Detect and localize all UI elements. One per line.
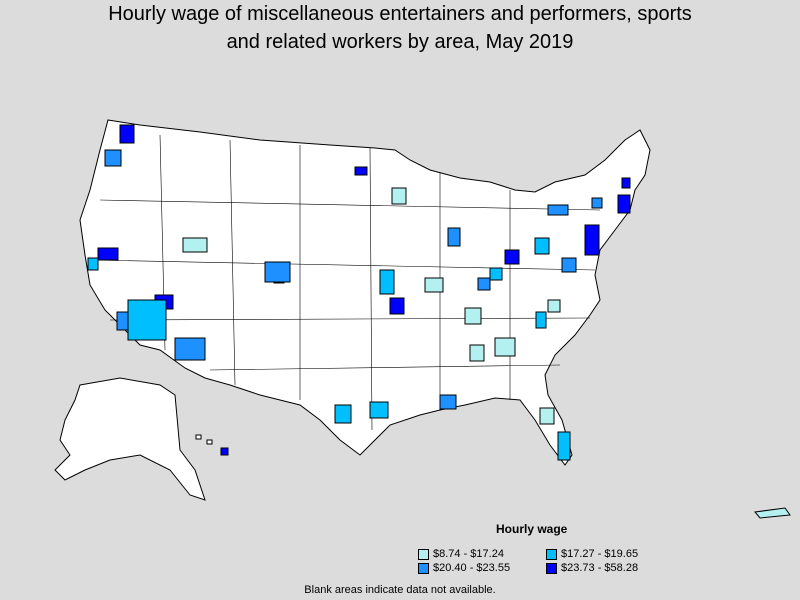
area-greensboro: [547, 299, 561, 313]
area-sf-bay: [97, 247, 119, 261]
legend-item-2: $17.27 - $19.65: [546, 548, 638, 560]
contiguous-us-outline: [79, 119, 651, 466]
area-orlando: [557, 431, 571, 461]
legend-label-1: $8.74 - $17.24: [433, 548, 504, 560]
area-columbus: [504, 249, 520, 265]
hawaii-island: [206, 439, 213, 445]
area-jacksonville: [539, 407, 555, 425]
area-pittsburgh: [534, 237, 550, 255]
area-chicago: [447, 227, 461, 247]
area-portland-me: [621, 177, 631, 189]
area-cincinnati: [489, 267, 503, 281]
area-houston: [369, 401, 389, 419]
area-tulsa: [389, 297, 405, 315]
map-title: Hourly wage of miscellaneous entertainer…: [0, 0, 800, 56]
area-birmingham: [469, 344, 485, 362]
area-rochester: [547, 204, 569, 216]
area-boundaries: [89, 134, 601, 431]
area-phoenix-riverside: [127, 299, 167, 341]
area-charlotte: [535, 311, 547, 329]
legend-label-4: $23.73 - $58.28: [561, 562, 639, 574]
area-albany: [591, 197, 603, 209]
area-new-york: [584, 224, 600, 256]
area-austin: [334, 404, 352, 424]
area-wichita: [379, 269, 395, 295]
metro-areas: [87, 124, 631, 461]
area-salt-lake-city: [182, 237, 208, 253]
area-los-angeles: [116, 311, 130, 331]
puerto-rico-outline: [754, 507, 791, 519]
area-st-louis: [424, 277, 444, 293]
hawaii-island-honolulu: [220, 447, 229, 456]
legend-swatch-3: [418, 562, 429, 574]
area-san-jose: [87, 257, 99, 271]
area-louisville: [477, 277, 491, 291]
legend-swatch-4: [546, 562, 557, 574]
area-atlanta: [494, 337, 516, 357]
legend-swatch-2: [546, 548, 557, 560]
area-fargo: [354, 166, 368, 176]
legend-title: Hourly wage: [496, 522, 568, 536]
area-denver: [264, 261, 291, 283]
area-portland-or: [104, 149, 122, 167]
area-nashville: [464, 307, 482, 325]
legend-label-3: $20.40 - $23.55: [433, 562, 511, 574]
footnote: Blank areas indicate data not available.: [304, 584, 496, 596]
area-washington: [561, 257, 577, 273]
area-new-orleans: [439, 394, 457, 410]
hawaii-islands: [195, 434, 229, 456]
area-tucson: [174, 337, 206, 361]
title-line-1: Hourly wage of miscellaneous entertainer…: [108, 3, 692, 25]
legend-item-3: $20.40 - $23.55: [418, 562, 510, 574]
legend-label-2: $17.27 - $19.65: [561, 548, 639, 560]
area-minneapolis: [391, 187, 407, 205]
legend-item-4: $23.73 - $58.28: [546, 562, 638, 574]
title-line-2: and related workers by area, May 2019: [226, 31, 574, 53]
legend-item-1: $8.74 - $17.24: [418, 548, 504, 560]
legend-swatch-1: [418, 548, 429, 560]
area-boston: [617, 194, 631, 214]
area-seattle: [119, 124, 135, 144]
alaska-outline: [54, 377, 206, 501]
hawaii-island: [195, 434, 202, 440]
